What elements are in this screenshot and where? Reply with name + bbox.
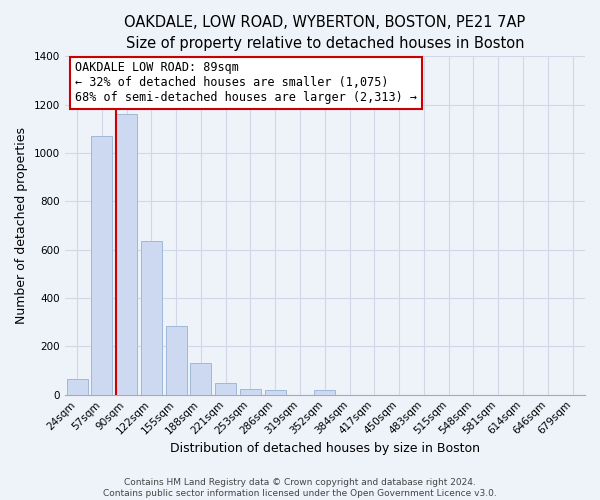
Bar bbox=[116, 114, 137, 394]
Text: Contains HM Land Registry data © Crown copyright and database right 2024.
Contai: Contains HM Land Registry data © Crown c… bbox=[103, 478, 497, 498]
Bar bbox=[240, 390, 261, 394]
Bar bbox=[91, 136, 112, 394]
Bar bbox=[166, 326, 187, 394]
Bar bbox=[190, 364, 211, 394]
Bar bbox=[314, 390, 335, 394]
Y-axis label: Number of detached properties: Number of detached properties bbox=[15, 127, 28, 324]
Text: OAKDALE LOW ROAD: 89sqm
← 32% of detached houses are smaller (1,075)
68% of semi: OAKDALE LOW ROAD: 89sqm ← 32% of detache… bbox=[75, 62, 417, 104]
Title: OAKDALE, LOW ROAD, WYBERTON, BOSTON, PE21 7AP
Size of property relative to detac: OAKDALE, LOW ROAD, WYBERTON, BOSTON, PE2… bbox=[124, 15, 526, 51]
Bar bbox=[67, 379, 88, 394]
Bar bbox=[215, 383, 236, 394]
X-axis label: Distribution of detached houses by size in Boston: Distribution of detached houses by size … bbox=[170, 442, 480, 455]
Bar bbox=[141, 241, 162, 394]
Bar bbox=[265, 390, 286, 394]
